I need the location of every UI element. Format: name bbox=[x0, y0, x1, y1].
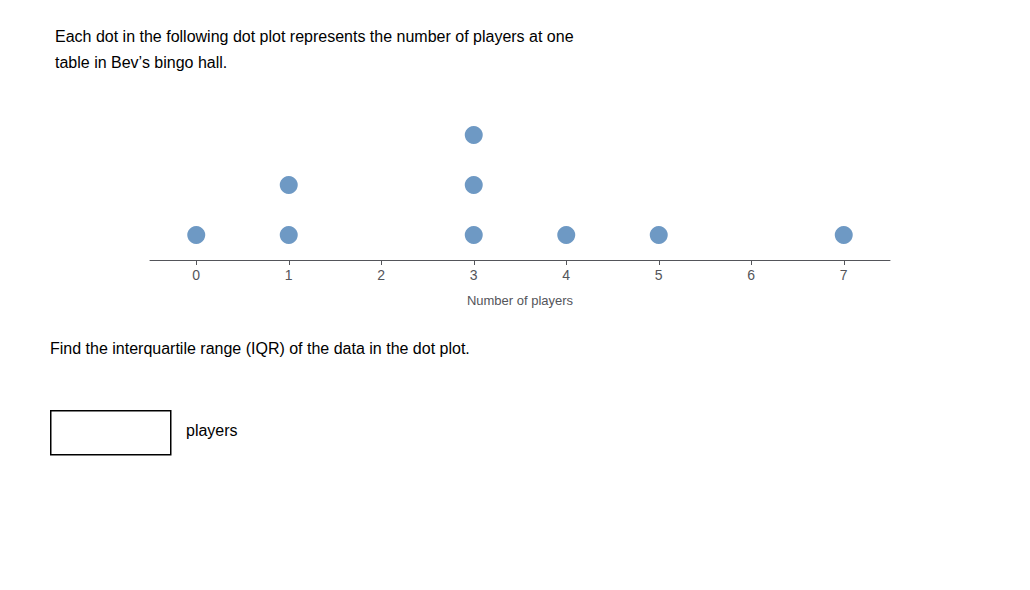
svg-text:3: 3 bbox=[470, 267, 478, 283]
svg-text:6: 6 bbox=[747, 267, 755, 283]
svg-text:0: 0 bbox=[192, 267, 200, 283]
svg-text:4: 4 bbox=[562, 267, 570, 283]
svg-text:players: players bbox=[186, 422, 238, 439]
svg-text:table in Bev’s bingo hall.: table in Bev’s bingo hall. bbox=[55, 54, 227, 71]
svg-text:Find the interquartile range (: Find the interquartile range (IQR) of th… bbox=[50, 340, 470, 357]
svg-text:2: 2 bbox=[377, 267, 385, 283]
svg-text:1: 1 bbox=[285, 267, 293, 283]
svg-text:7: 7 bbox=[840, 267, 848, 283]
svg-text:Each dot in the following dot: Each dot in the following dot plot repre… bbox=[55, 28, 574, 45]
svg-text:5: 5 bbox=[655, 267, 663, 283]
svg-text:Number of players: Number of players bbox=[467, 293, 574, 308]
